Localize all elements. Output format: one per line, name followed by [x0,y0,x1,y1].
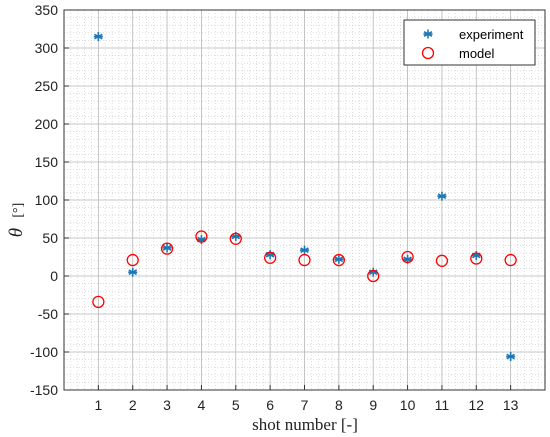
y-tick-label: 0 [50,268,58,284]
x-tick-label: 7 [301,397,309,413]
legend-label-model: model [459,46,495,61]
point-experiment [162,243,172,253]
y-tick-label: 100 [35,192,59,208]
data-marks [92,32,517,362]
y-axis-label: θ [°] [6,203,27,238]
point-experiment [334,254,344,264]
point-model [126,253,139,267]
y-axis-label-unit: [°] [11,203,26,218]
legend-label-experiment: experiment [459,27,524,42]
y-tick-label: 300 [35,40,59,56]
x-tick-label: 11 [435,397,450,413]
point-model [92,295,105,308]
point-model [332,253,346,267]
point-model [298,253,311,267]
x-tick-label: 3 [163,397,171,413]
x-tick-label: 10 [400,397,416,413]
y-axis-ticks: -150 -100 -50 0 50 100 150 200 250 300 350 [30,2,69,398]
point-model [195,230,208,243]
point-model [401,250,414,264]
point-model [367,269,380,283]
x-tick-label: 1 [94,397,102,413]
x-tick-label: 13 [503,397,519,413]
y-tick-label: 150 [35,154,59,170]
point-experiment [437,191,447,201]
point-experiment [300,245,309,255]
y-tick-label: 350 [35,2,59,18]
point-experiment [93,32,103,42]
point-experiment [506,352,516,362]
x-tick-label: 4 [198,397,206,413]
x-axis-label: shot number [-] [252,415,358,434]
y-tick-label: -50 [38,306,58,322]
legend-circle-icon [421,46,435,60]
y-tick-label: 200 [35,116,59,132]
point-model [504,253,517,267]
y-tick-label: -100 [30,344,58,360]
x-tick-label: 5 [232,397,240,413]
y-tick-label: 50 [42,230,58,246]
point-experiment [128,267,138,277]
y-tick-label: -150 [30,382,58,398]
x-tick-label: 12 [468,397,484,413]
legend-asterisk-icon [423,29,433,39]
legend-marker-model [421,46,435,60]
x-tick-label: 8 [335,397,343,413]
x-tick-label: 2 [129,397,137,413]
legend: experiment model [403,19,536,66]
x-tick-label: 6 [266,397,274,413]
x-tick-label: 9 [369,397,377,413]
point-model [263,251,277,264]
y-axis-label-symbol: θ [6,228,27,237]
point-model [229,232,242,245]
point-model [160,242,174,255]
y-tick-label: 250 [35,78,59,94]
point-model [470,252,483,265]
x-axis-ticks: 1 2 3 4 5 6 7 8 9 10 11 12 13 [94,385,519,413]
point-model [435,254,449,267]
legend-marker-experiment [423,29,433,39]
svg-text:θ [°]: θ [°] [6,203,27,238]
